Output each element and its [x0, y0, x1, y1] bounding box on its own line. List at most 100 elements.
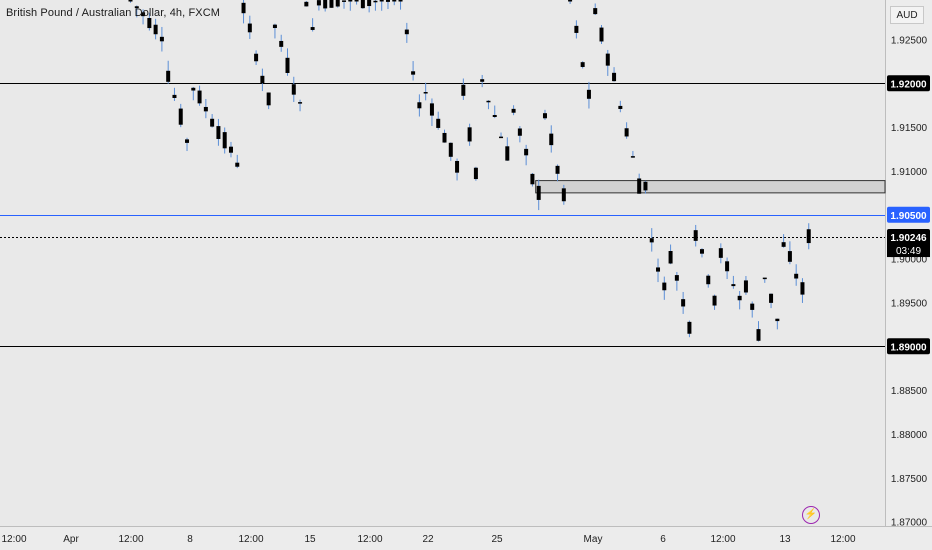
candle-body[interactable] [750, 303, 755, 310]
candle-body[interactable] [310, 27, 315, 30]
candle-body[interactable] [147, 18, 152, 29]
candle-body[interactable] [762, 277, 767, 280]
candle-body[interactable] [228, 146, 233, 153]
candle-body[interactable] [775, 318, 780, 322]
candle-body[interactable] [536, 185, 541, 200]
candle-body[interactable] [429, 103, 434, 116]
candle-body[interactable] [404, 29, 409, 35]
candle-body[interactable] [367, 0, 372, 7]
candle-body[interactable] [473, 167, 478, 180]
candle-body[interactable] [304, 1, 309, 7]
candle-body[interactable] [329, 0, 334, 8]
candle-body[interactable] [260, 75, 265, 84]
candle-body[interactable] [185, 139, 190, 143]
candle-body[interactable] [612, 72, 617, 82]
candle-body[interactable] [712, 295, 717, 306]
candle-body[interactable] [392, 0, 397, 2]
candle-body[interactable] [141, 12, 146, 17]
candle-body[interactable] [316, 0, 321, 6]
candle-body[interactable] [511, 108, 516, 113]
candle-body[interactable] [517, 128, 522, 136]
candle-body[interactable] [706, 275, 711, 285]
candle-body[interactable] [448, 142, 453, 157]
candle-body[interactable] [731, 284, 736, 287]
candle-body[interactable] [134, 6, 139, 9]
candle-body[interactable] [637, 178, 642, 194]
candle-body[interactable] [298, 102, 303, 104]
candle-body[interactable] [593, 8, 598, 15]
price-badge-2[interactable] [887, 338, 930, 355]
time-axis[interactable] [0, 526, 932, 550]
candle-body[interactable] [279, 40, 284, 47]
candle-body[interactable] [247, 23, 252, 33]
candle-body[interactable] [656, 267, 661, 272]
candle-body[interactable] [354, 0, 359, 2]
candle-body[interactable] [461, 84, 466, 96]
candle-body[interactable] [379, 0, 384, 2]
candle-body[interactable] [806, 229, 811, 244]
candle-body[interactable] [599, 27, 604, 42]
candle-body[interactable] [373, 0, 378, 3]
candle-body[interactable] [455, 160, 460, 173]
price-badge-3[interactable] [887, 229, 930, 246]
currency-label[interactable]: AUD [890, 6, 924, 24]
candle-body[interactable] [210, 118, 215, 127]
candle-body[interactable] [737, 295, 742, 301]
candle-body[interactable] [687, 321, 692, 334]
candle-body[interactable] [172, 94, 177, 98]
candle-body[interactable] [241, 2, 246, 14]
price-badge-1[interactable] [887, 206, 930, 223]
candle-body[interactable] [203, 106, 208, 112]
candle-body[interactable] [524, 148, 529, 156]
candle-body[interactable] [486, 100, 491, 103]
candle-body[interactable] [549, 133, 554, 146]
candle-body[interactable] [492, 114, 497, 118]
candle-body[interactable] [580, 62, 585, 67]
candle-body[interactable] [423, 92, 428, 94]
candle-body[interactable] [291, 84, 296, 95]
candle-body[interactable] [348, 0, 353, 2]
candle-body[interactable] [442, 132, 447, 143]
candle-body[interactable] [417, 102, 422, 109]
candle-body[interactable] [662, 282, 667, 291]
candle-body[interactable] [178, 108, 183, 125]
candle-body[interactable] [699, 249, 704, 254]
candle-body[interactable] [411, 71, 416, 75]
sr-zone[interactable] [535, 180, 886, 194]
candle-body[interactable] [235, 162, 240, 167]
candle-body[interactable] [586, 89, 591, 99]
candle-body[interactable] [718, 248, 723, 258]
candle-body[interactable] [197, 90, 202, 104]
candle-body[interactable] [360, 0, 365, 9]
candle-body[interactable] [166, 70, 171, 82]
candle-body[interactable] [216, 126, 221, 139]
candle-body[interactable] [568, 0, 573, 2]
candle-body[interactable] [335, 0, 340, 7]
candle-body[interactable] [561, 188, 566, 202]
candle-body[interactable] [787, 251, 792, 262]
candle-body[interactable] [385, 0, 390, 2]
candle-body[interactable] [800, 282, 805, 295]
candle-body[interactable] [285, 57, 290, 73]
candle-body[interactable] [794, 273, 799, 279]
candle-body[interactable] [649, 238, 654, 243]
candle-body[interactable] [624, 128, 629, 137]
candle-body[interactable] [574, 25, 579, 33]
candle-body[interactable] [222, 132, 227, 149]
candle-body[interactable] [266, 92, 271, 106]
candle-body[interactable] [398, 0, 403, 2]
candle-body[interactable] [769, 293, 774, 303]
candle-body[interactable] [254, 53, 259, 62]
candle-body[interactable] [681, 299, 686, 307]
candle-body[interactable] [555, 165, 560, 174]
candle-body[interactable] [542, 113, 547, 119]
candle-body[interactable] [674, 275, 679, 281]
candle-body[interactable] [436, 118, 441, 128]
candle-body[interactable] [499, 136, 504, 139]
candle-body[interactable] [272, 24, 277, 29]
candle-body[interactable] [643, 181, 648, 191]
candle-body[interactable] [530, 173, 535, 185]
candle-body[interactable] [605, 53, 610, 66]
price-badge-0[interactable] [887, 75, 930, 92]
candle-body[interactable] [668, 251, 673, 264]
